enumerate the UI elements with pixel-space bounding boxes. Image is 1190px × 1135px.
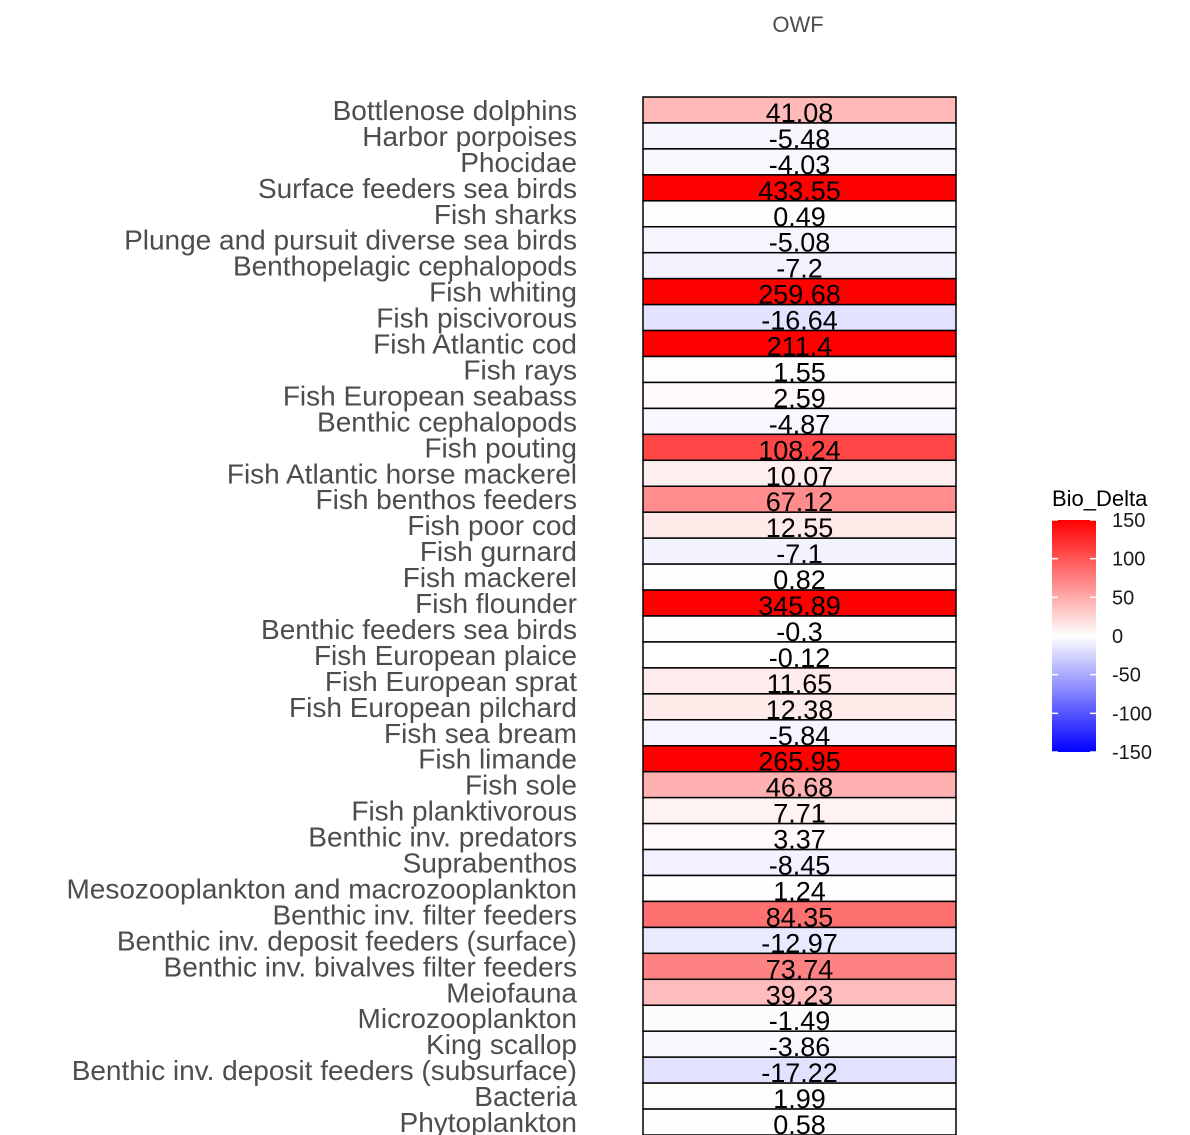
heatmap-cell (642, 277, 957, 306)
heatmap-cell (642, 796, 957, 825)
row-label: Fish whiting (429, 277, 577, 308)
legend-tick-label: 100 (1112, 549, 1145, 571)
row-label: King scallop (426, 1029, 577, 1060)
heatmap-cell (642, 952, 957, 981)
row-label: Fish Atlantic cod (373, 329, 577, 360)
row-label: Fish sea bream (384, 718, 577, 749)
row-label: Plunge and pursuit diverse sea birds (124, 225, 577, 256)
heatmap-cell (642, 251, 957, 280)
heatmap-cell (642, 511, 957, 539)
row-label: Benthic inv. deposit feeders (surface) (117, 925, 577, 956)
legend-tick-label: 0 (1112, 626, 1123, 648)
row-label: Fish pouting (424, 432, 577, 463)
row-label: Bottlenose dolphins (333, 95, 577, 126)
row-label: Mesozooplankton and macrozooplankton (66, 873, 577, 904)
row-label: Meiofauna (446, 977, 577, 1008)
row-label: Phytoplankton (400, 1107, 577, 1135)
heatmap-cell (642, 355, 957, 384)
row-label: Benthic inv. deposit feeders (subsurface… (72, 1055, 577, 1086)
row-label: Benthic inv. bivalves filter feeders (164, 951, 577, 982)
heatmap-cell (642, 1056, 957, 1084)
row-label: Fish poor cod (407, 510, 577, 541)
heatmap-cell (642, 1082, 957, 1110)
heatmap-cell (642, 407, 957, 436)
row-label: Fish gurnard (420, 536, 577, 567)
row-label: Phocidae (460, 147, 577, 178)
cell-value-label: 0.58 (773, 1110, 826, 1135)
row-label: Benthic feeders sea birds (261, 614, 577, 645)
row-label: Fish European sprat (325, 666, 577, 697)
heatmap-cell (642, 485, 957, 513)
heatmap-cell (642, 589, 957, 617)
heatmap-cell (642, 900, 957, 929)
color-legend: Bio_Delta 150 100 50 0 -50 -100 -150 (1052, 486, 1152, 764)
legend-title: Bio_Delta (1052, 486, 1148, 511)
row-label: Suprabenthos (403, 848, 577, 879)
legend-tick-label: 50 (1112, 587, 1134, 609)
row-label: Fish planktivorous (351, 796, 577, 827)
heatmap-cell (642, 174, 957, 202)
heatmap-cell (642, 641, 957, 669)
row-label: Microzooplankton (358, 1003, 577, 1034)
heatmap-cell (642, 1004, 957, 1032)
chart-title: OWF (772, 12, 823, 37)
heatmap-cell (642, 96, 957, 124)
heatmap-cell (642, 329, 957, 358)
heatmap-cell (642, 1108, 957, 1135)
legend-tick-label: -150 (1112, 742, 1152, 764)
heatmap-cell (642, 200, 957, 228)
heatmap-cell (642, 745, 957, 773)
row-label: Fish European seabass (283, 380, 577, 411)
row-label: Harbor porpoises (362, 121, 577, 152)
row-label: Bacteria (474, 1081, 577, 1112)
row-label: Benthic cephalopods (317, 406, 577, 437)
row-label: Fish sole (465, 770, 577, 801)
heatmap-cell (642, 693, 957, 721)
row-label: Fish flounder (415, 588, 577, 619)
heatmap-cell (642, 874, 957, 903)
legend-tick-label: -100 (1112, 703, 1152, 725)
row-label: Benthic inv. filter feeders (272, 899, 577, 930)
row-label: Fish rays (463, 354, 577, 385)
row-label: Surface feeders sea birds (258, 173, 577, 204)
heatmap-cell (642, 303, 957, 332)
row-label: Fish limande (418, 744, 577, 775)
row-label: Benthopelagic cephalopods (233, 251, 577, 282)
legend-colorbar (1052, 520, 1096, 752)
row-label: Fish benthos feeders (316, 484, 578, 515)
legend-ticks: 150 100 50 0 -50 -100 -150 (1052, 510, 1152, 764)
heatmap-cell (642, 615, 957, 643)
heatmap-cell (642, 1030, 957, 1058)
row-label: Benthic inv. predators (308, 822, 577, 853)
heatmap-cell (642, 926, 957, 955)
legend-tick-label: -50 (1112, 665, 1141, 687)
legend-tick-label: 150 (1112, 510, 1145, 532)
row-label: Fish sharks (434, 199, 577, 230)
heatmap-cell (642, 667, 957, 695)
heatmap-cell (642, 122, 957, 150)
row-label: Fish European plaice (314, 640, 577, 671)
heatmap-cell (642, 978, 957, 1006)
heatmap-cell (642, 459, 957, 487)
row-label: Fish piscivorous (376, 303, 577, 334)
heatmap-cell (642, 226, 957, 254)
heatmap-cell (642, 822, 957, 851)
row-label: Fish Atlantic horse mackerel (227, 458, 577, 489)
heatmap-cell (642, 381, 957, 410)
row-label: Fish mackerel (403, 562, 577, 593)
row-label: Fish European pilchard (289, 692, 577, 723)
